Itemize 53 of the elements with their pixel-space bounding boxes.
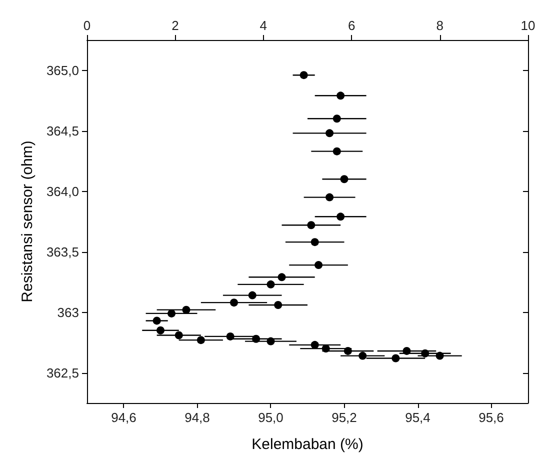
x-tick-label: 95,2: [332, 410, 357, 425]
point: [332, 114, 341, 123]
point: [436, 352, 444, 360]
point: [156, 326, 164, 334]
point: [300, 71, 308, 80]
point: [226, 332, 234, 340]
point: [336, 92, 345, 100]
point: [392, 354, 400, 362]
x-tick-label: 95,6: [478, 410, 504, 425]
y-tick-label: 364,5: [46, 123, 79, 138]
point: [252, 334, 260, 343]
x2-tick-label: 0: [83, 18, 91, 33]
x-axis-title: Kelembaban (%): [252, 436, 364, 453]
x2-tick-label: 2: [172, 18, 179, 33]
point: [402, 346, 411, 355]
point: [278, 273, 286, 282]
x-tick-label: 94,8: [184, 410, 210, 425]
point: [168, 309, 176, 318]
point: [307, 221, 316, 230]
y-tick-label: 364,0: [46, 184, 79, 199]
point: [310, 340, 319, 349]
point: [266, 337, 275, 346]
point: [326, 129, 334, 138]
point: [421, 349, 430, 358]
point: [322, 344, 330, 353]
point: [340, 175, 348, 184]
x-tick-label: 95,4: [405, 410, 430, 425]
y-tick-label: 365,0: [46, 62, 79, 78]
point: [196, 336, 205, 344]
point: [326, 193, 334, 202]
point: [174, 331, 183, 340]
point: [336, 212, 345, 221]
point: [274, 300, 282, 309]
point: [152, 316, 161, 325]
y-tick-label: 363: [57, 304, 79, 320]
x-tick-label: 95,0: [258, 410, 284, 425]
x2-tick-label: 8: [436, 18, 444, 33]
x-tick-label: 94,6: [111, 410, 136, 425]
x2-tick-label: 10: [520, 18, 536, 33]
y-tick-label: 363,5: [46, 244, 79, 260]
y-axis-title: Resistansi sensor (ohm): [19, 140, 36, 302]
x2-tick-label: 6: [348, 18, 356, 33]
point: [310, 238, 319, 246]
point: [230, 298, 238, 307]
y-tick-label: 362,5: [46, 365, 79, 380]
point: [266, 280, 275, 288]
x2-tick-label: 4: [260, 18, 268, 33]
point: [248, 291, 256, 300]
point: [344, 346, 352, 355]
point: [182, 306, 190, 314]
point: [332, 147, 341, 156]
point: [314, 261, 323, 270]
point: [358, 352, 367, 360]
